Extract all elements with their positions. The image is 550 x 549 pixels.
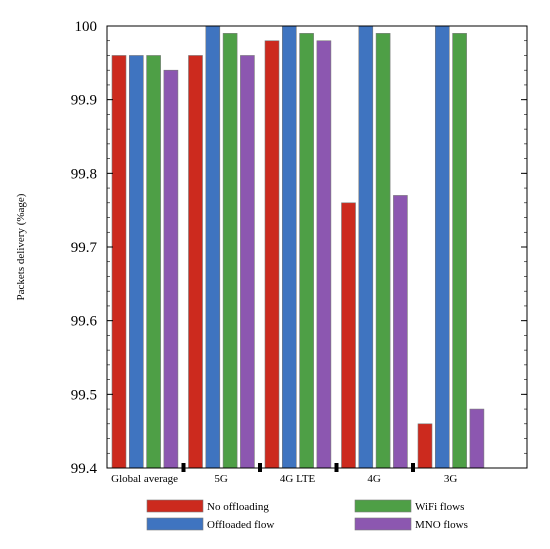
category-label: Global average [111, 473, 178, 485]
bar-no-offloading [111, 55, 127, 469]
legend-swatch [146, 499, 204, 513]
category-separator [334, 463, 339, 472]
legend-label: No offloading [207, 501, 269, 513]
bar-offloaded-flow [434, 25, 450, 469]
legend-swatch [354, 517, 412, 531]
y-tick-label: 99.9 [71, 93, 97, 109]
bar-mno-flows [393, 195, 408, 469]
category-label: 4G LTE [280, 473, 316, 485]
bar-no-offloading [341, 202, 356, 469]
legend-label: Offloaded flow [207, 519, 274, 531]
category-label: 5G [214, 473, 228, 485]
category-label: 4G [367, 473, 381, 485]
bar-mno-flows [163, 69, 179, 469]
category-separator [411, 463, 415, 472]
y-axis: 99.4 99.5 99.6 99.7 99.8 99.9 100 [71, 19, 527, 477]
legend-label: WiFi flows [415, 501, 464, 513]
y-tick-label: 99.7 [71, 240, 98, 256]
bar-wifi-flows [375, 33, 391, 469]
y-tick-label: 100 [75, 19, 98, 35]
x-axis-categories: Global average 5G 4G LTE 4G 3G [111, 463, 457, 485]
bar-mno-flows [469, 408, 485, 469]
category-separator [181, 463, 186, 472]
legend-swatch [146, 517, 204, 531]
category-label: 3G [444, 473, 458, 485]
bar-no-offloading [188, 55, 203, 469]
bars-layer [111, 25, 485, 469]
bar-wifi-flows [299, 33, 314, 469]
y-tick-label: 99.8 [71, 166, 97, 182]
y-tick-label: 99.4 [71, 461, 98, 477]
bar-offloaded-flow [358, 25, 374, 469]
bar-mno-flows [316, 40, 332, 469]
bar-offloaded-flow [281, 25, 297, 469]
bar-offloaded-flow [129, 55, 144, 469]
y-tick-label: 99.5 [71, 387, 97, 403]
legend: No offloading WiFi flows Offloaded flow MNO… [146, 499, 468, 531]
category-separator [258, 463, 262, 472]
bar-no-offloading [264, 40, 280, 469]
bar-wifi-flows [146, 55, 161, 469]
bar-wifi-flows [222, 33, 238, 469]
y-axis-label: Packets delivery (%age) [15, 193, 27, 300]
bar-mno-flows [240, 55, 255, 469]
bar-wifi-flows [452, 33, 467, 469]
bar-no-offloading [417, 423, 433, 469]
y-tick-label: 99.6 [71, 314, 98, 330]
bar-offloaded-flow [205, 25, 221, 469]
legend-label: MNO flows [415, 519, 468, 531]
legend-swatch [354, 499, 412, 513]
